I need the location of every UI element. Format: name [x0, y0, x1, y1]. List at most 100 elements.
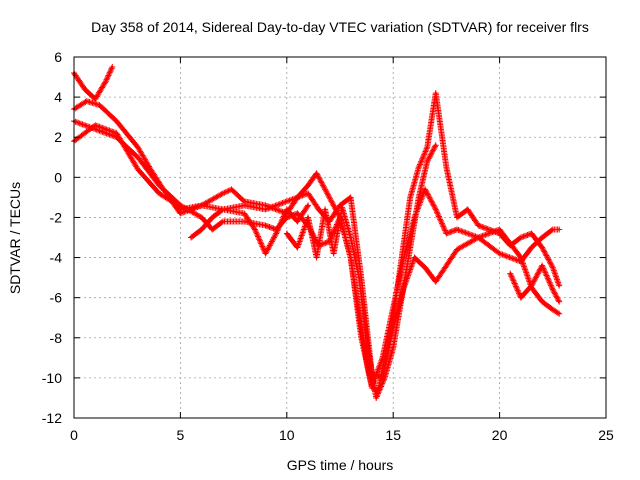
data-point [170, 200, 174, 203]
data-point [392, 346, 395, 350]
data-point [540, 264, 544, 267]
data-point [392, 306, 395, 309]
y-axis-label: SDTVAR / TECUs [7, 182, 23, 294]
data-point [104, 79, 108, 83]
data-point [409, 196, 412, 199]
data-point [434, 144, 437, 147]
y-tick-label: -12 [42, 410, 62, 426]
data-point [136, 146, 140, 149]
data-point [445, 166, 448, 169]
y-tick-label: 4 [54, 89, 62, 105]
data-point [200, 204, 203, 207]
data-point [426, 160, 429, 163]
data-point [315, 172, 318, 175]
data-point [243, 204, 246, 207]
data-point [285, 200, 288, 203]
data-point [85, 99, 88, 103]
data-point [413, 256, 416, 259]
data-point [519, 256, 523, 259]
data-point [477, 236, 480, 239]
data-point [221, 220, 225, 223]
x-tick-label: 25 [598, 427, 614, 443]
data-point [243, 220, 246, 223]
data-point [264, 252, 267, 255]
y-tick-label: 2 [54, 129, 62, 145]
data-point [551, 228, 554, 231]
data-point [296, 220, 299, 223]
data-point [211, 228, 214, 231]
data-point [274, 232, 278, 235]
data-point [340, 206, 344, 209]
data-point [498, 252, 501, 255]
data-point [243, 212, 246, 215]
data-point [200, 228, 203, 231]
data-point [551, 308, 554, 311]
data-point [328, 196, 331, 199]
data-point [306, 216, 310, 219]
data-point [423, 266, 427, 269]
data-point [349, 196, 352, 199]
data-point [455, 228, 459, 231]
data-point [557, 312, 561, 315]
data-point [200, 216, 203, 219]
data-point [434, 208, 437, 211]
data-point [551, 288, 554, 291]
data-point [509, 272, 512, 275]
x-tick-label: 5 [177, 427, 185, 443]
data-point [445, 232, 448, 235]
data-point [264, 204, 267, 207]
data-point [230, 188, 233, 191]
data-point [157, 184, 161, 187]
data-point [402, 256, 406, 259]
data-point [136, 168, 140, 171]
data-point [519, 296, 523, 299]
data-point [357, 276, 361, 279]
plot-frame [73, 56, 607, 419]
data-point [426, 146, 429, 149]
x-tick-label: 0 [70, 427, 78, 443]
data-point [296, 246, 299, 249]
data-point [332, 252, 335, 255]
x-tick-label: 20 [492, 427, 508, 443]
data-point [400, 296, 403, 299]
data-point [551, 266, 554, 269]
data-point [115, 132, 118, 135]
data-point [253, 228, 257, 231]
grid [74, 57, 606, 418]
data-point [315, 256, 318, 259]
data-point [466, 208, 469, 211]
data-point [94, 97, 97, 101]
data-point [498, 228, 501, 231]
data-point [417, 196, 420, 199]
data-point [366, 346, 369, 350]
data-point [519, 236, 523, 239]
data-point [434, 280, 437, 283]
data-point [306, 204, 310, 207]
data-point [317, 208, 320, 211]
data-point [306, 192, 310, 195]
data-point [211, 216, 214, 219]
data-point [349, 236, 352, 239]
data-point [557, 300, 561, 303]
data-point [221, 192, 225, 195]
y-tick-label: -6 [50, 290, 63, 306]
y-tick-label: -8 [50, 330, 63, 346]
data-point [423, 188, 427, 191]
series-group [71, 64, 563, 401]
x-tick-label: 15 [385, 427, 401, 443]
data-point [540, 300, 544, 303]
data-point [360, 336, 363, 339]
data-point [417, 166, 420, 169]
data-point [157, 192, 161, 195]
data-point [383, 376, 386, 380]
data-point [115, 119, 118, 123]
x-axis-label: GPS time / hours [287, 457, 394, 473]
y-tick-label: -10 [42, 370, 62, 386]
data-point [530, 284, 533, 287]
data-point [381, 356, 384, 360]
data-point [296, 212, 299, 215]
data-point [323, 208, 327, 211]
data-point [264, 224, 267, 227]
series-track-f [188, 202, 312, 257]
